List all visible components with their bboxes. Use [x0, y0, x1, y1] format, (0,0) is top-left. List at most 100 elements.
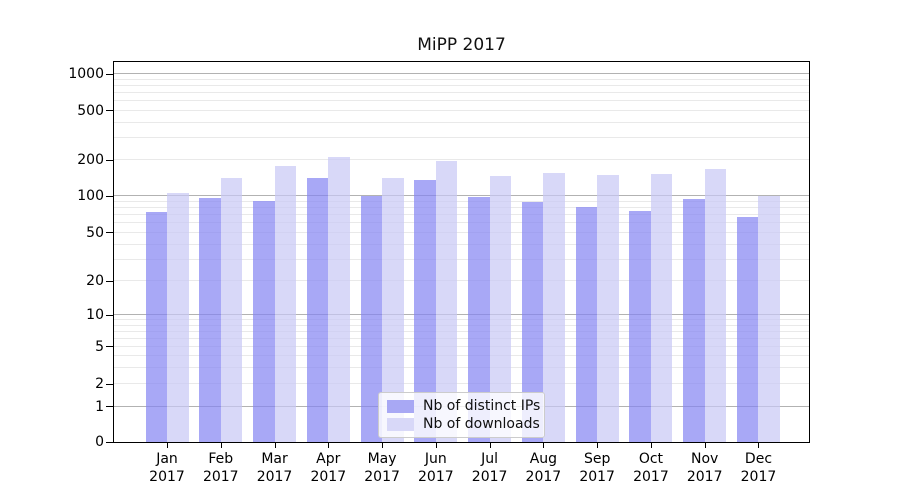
- y-tick-label: 500: [77, 102, 104, 119]
- bar-downloads-jul: [489, 176, 512, 442]
- plot-area: [113, 61, 810, 443]
- gridline-minor: [114, 337, 809, 339]
- gridline-minor: [114, 78, 809, 80]
- x-tick-label-sep: Sep 2017: [579, 451, 615, 485]
- bar-distinct-ips-dec: [736, 216, 759, 442]
- x-tick-mark: [704, 443, 706, 448]
- bar-distinct-ips-feb: [199, 198, 221, 442]
- gridline-minor: [114, 100, 809, 102]
- y-tick-label: 1: [95, 398, 104, 415]
- y-tick-mark: [106, 406, 113, 408]
- x-tick-mark: [597, 443, 599, 448]
- y-tick-mark: [106, 195, 113, 197]
- y-tick-label: 2: [95, 376, 104, 393]
- x-tick-label-jan: Jan 2017: [149, 451, 185, 485]
- bar-distinct-ips-jan: [145, 212, 167, 442]
- legend-row-distinct-ips: Nb of distinct IPs: [387, 398, 540, 414]
- x-tick-mark: [489, 443, 491, 448]
- y-tick-label: 5: [95, 338, 104, 355]
- gridline-minor: [114, 200, 809, 202]
- gridline-minor: [114, 324, 809, 326]
- y-tick-mark: [106, 232, 113, 234]
- x-tick-label-jul: Jul 2017: [471, 451, 508, 485]
- bar-downloads-may: [382, 177, 404, 442]
- y-tick-label: 200: [77, 152, 104, 169]
- bar-distinct-ips-nov: [683, 199, 705, 442]
- x-tick-mark: [758, 443, 760, 448]
- y-tick-label: 0: [95, 434, 104, 450]
- x-tick-mark: [650, 443, 652, 448]
- y-tick-label: 100: [77, 188, 104, 205]
- x-tick-label-aug: Aug 2017: [525, 451, 562, 485]
- gridline-minor: [114, 355, 809, 356]
- gridline-minor: [114, 207, 809, 209]
- y-tick-mark: [106, 346, 113, 348]
- y-tick-mark: [106, 110, 113, 112]
- gridline-minor: [114, 222, 809, 224]
- x-tick-label-mar: Mar 2017: [256, 451, 293, 485]
- y-tick-mark: [106, 383, 113, 385]
- bar-downloads-sep: [597, 174, 619, 442]
- bar-downloads-jun: [435, 160, 458, 442]
- x-tick-mark: [382, 443, 384, 448]
- bar-distinct-ips-oct: [629, 210, 651, 442]
- x-tick-label-jun: Jun 2017: [418, 451, 454, 485]
- legend-label-distinct-ips: Nb of distinct IPs: [423, 398, 541, 414]
- x-tick-mark: [274, 443, 276, 448]
- y-tick-mark: [106, 441, 113, 443]
- bar-downloads-feb: [220, 178, 243, 442]
- bar-distinct-ips-sep: [575, 206, 598, 442]
- gridline-minor: [114, 84, 809, 86]
- gridline-major: [114, 73, 809, 75]
- x-tick-label-may: May 2017: [364, 451, 400, 485]
- chart-title: MiPP 2017: [417, 35, 506, 55]
- x-tick-mark: [328, 443, 330, 448]
- gridline-minor: [114, 231, 809, 233]
- x-tick-mark: [435, 443, 437, 448]
- legend-swatch-downloads: [387, 417, 414, 431]
- gridline-minor: [114, 121, 809, 123]
- y-tick-mark: [106, 73, 113, 75]
- y-tick-label: 20: [86, 273, 104, 290]
- gridline-minor: [114, 92, 809, 93]
- bar-distinct-ips-jun: [414, 180, 436, 442]
- bar-distinct-ips-apr: [306, 178, 329, 442]
- bar-distinct-ips-jul: [468, 196, 490, 442]
- legend-row-downloads: Nb of downloads: [387, 416, 540, 432]
- legend: Nb of distinct IPs Nb of downloads: [378, 392, 545, 438]
- bar-downloads-dec: [758, 196, 780, 442]
- gridline-minor: [114, 109, 809, 111]
- gridline-minor: [114, 345, 809, 347]
- bar-downloads-nov: [704, 168, 727, 442]
- legend-swatch-distinct-ips: [387, 399, 414, 413]
- x-tick-label-dec: Dec 2017: [740, 451, 777, 485]
- gridline-minor: [114, 137, 809, 139]
- y-tick-label: 10: [86, 307, 104, 324]
- x-tick-label-nov: Nov 2017: [686, 451, 723, 485]
- y-tick-mark: [106, 280, 113, 282]
- bar-downloads-mar: [274, 165, 297, 442]
- gridline-minor: [114, 159, 809, 161]
- bar-distinct-ips-may: [360, 195, 383, 442]
- legend-label-downloads: Nb of downloads: [423, 416, 540, 432]
- gridline-minor: [114, 330, 809, 332]
- x-tick-mark: [220, 443, 222, 448]
- y-tick-label: 1000: [68, 66, 104, 83]
- gridline-minor: [114, 258, 809, 260]
- gridline-minor: [114, 319, 809, 321]
- x-tick-mark: [167, 443, 168, 448]
- bar-downloads-oct: [650, 173, 673, 442]
- x-tick-label-oct: Oct 2017: [633, 451, 669, 485]
- bar-distinct-ips-aug: [521, 201, 544, 442]
- gridline-major: [114, 195, 809, 197]
- gridline-minor: [114, 366, 809, 368]
- bar-downloads-aug: [543, 172, 565, 442]
- x-tick-label-apr: Apr 2017: [310, 451, 347, 485]
- bar-distinct-ips-mar: [253, 200, 275, 442]
- gridline-minor: [114, 214, 809, 216]
- x-tick-label-feb: Feb 2017: [202, 451, 239, 485]
- y-tick-mark: [106, 159, 113, 161]
- x-tick-mark: [543, 443, 545, 448]
- y-tick-label: 50: [86, 224, 104, 241]
